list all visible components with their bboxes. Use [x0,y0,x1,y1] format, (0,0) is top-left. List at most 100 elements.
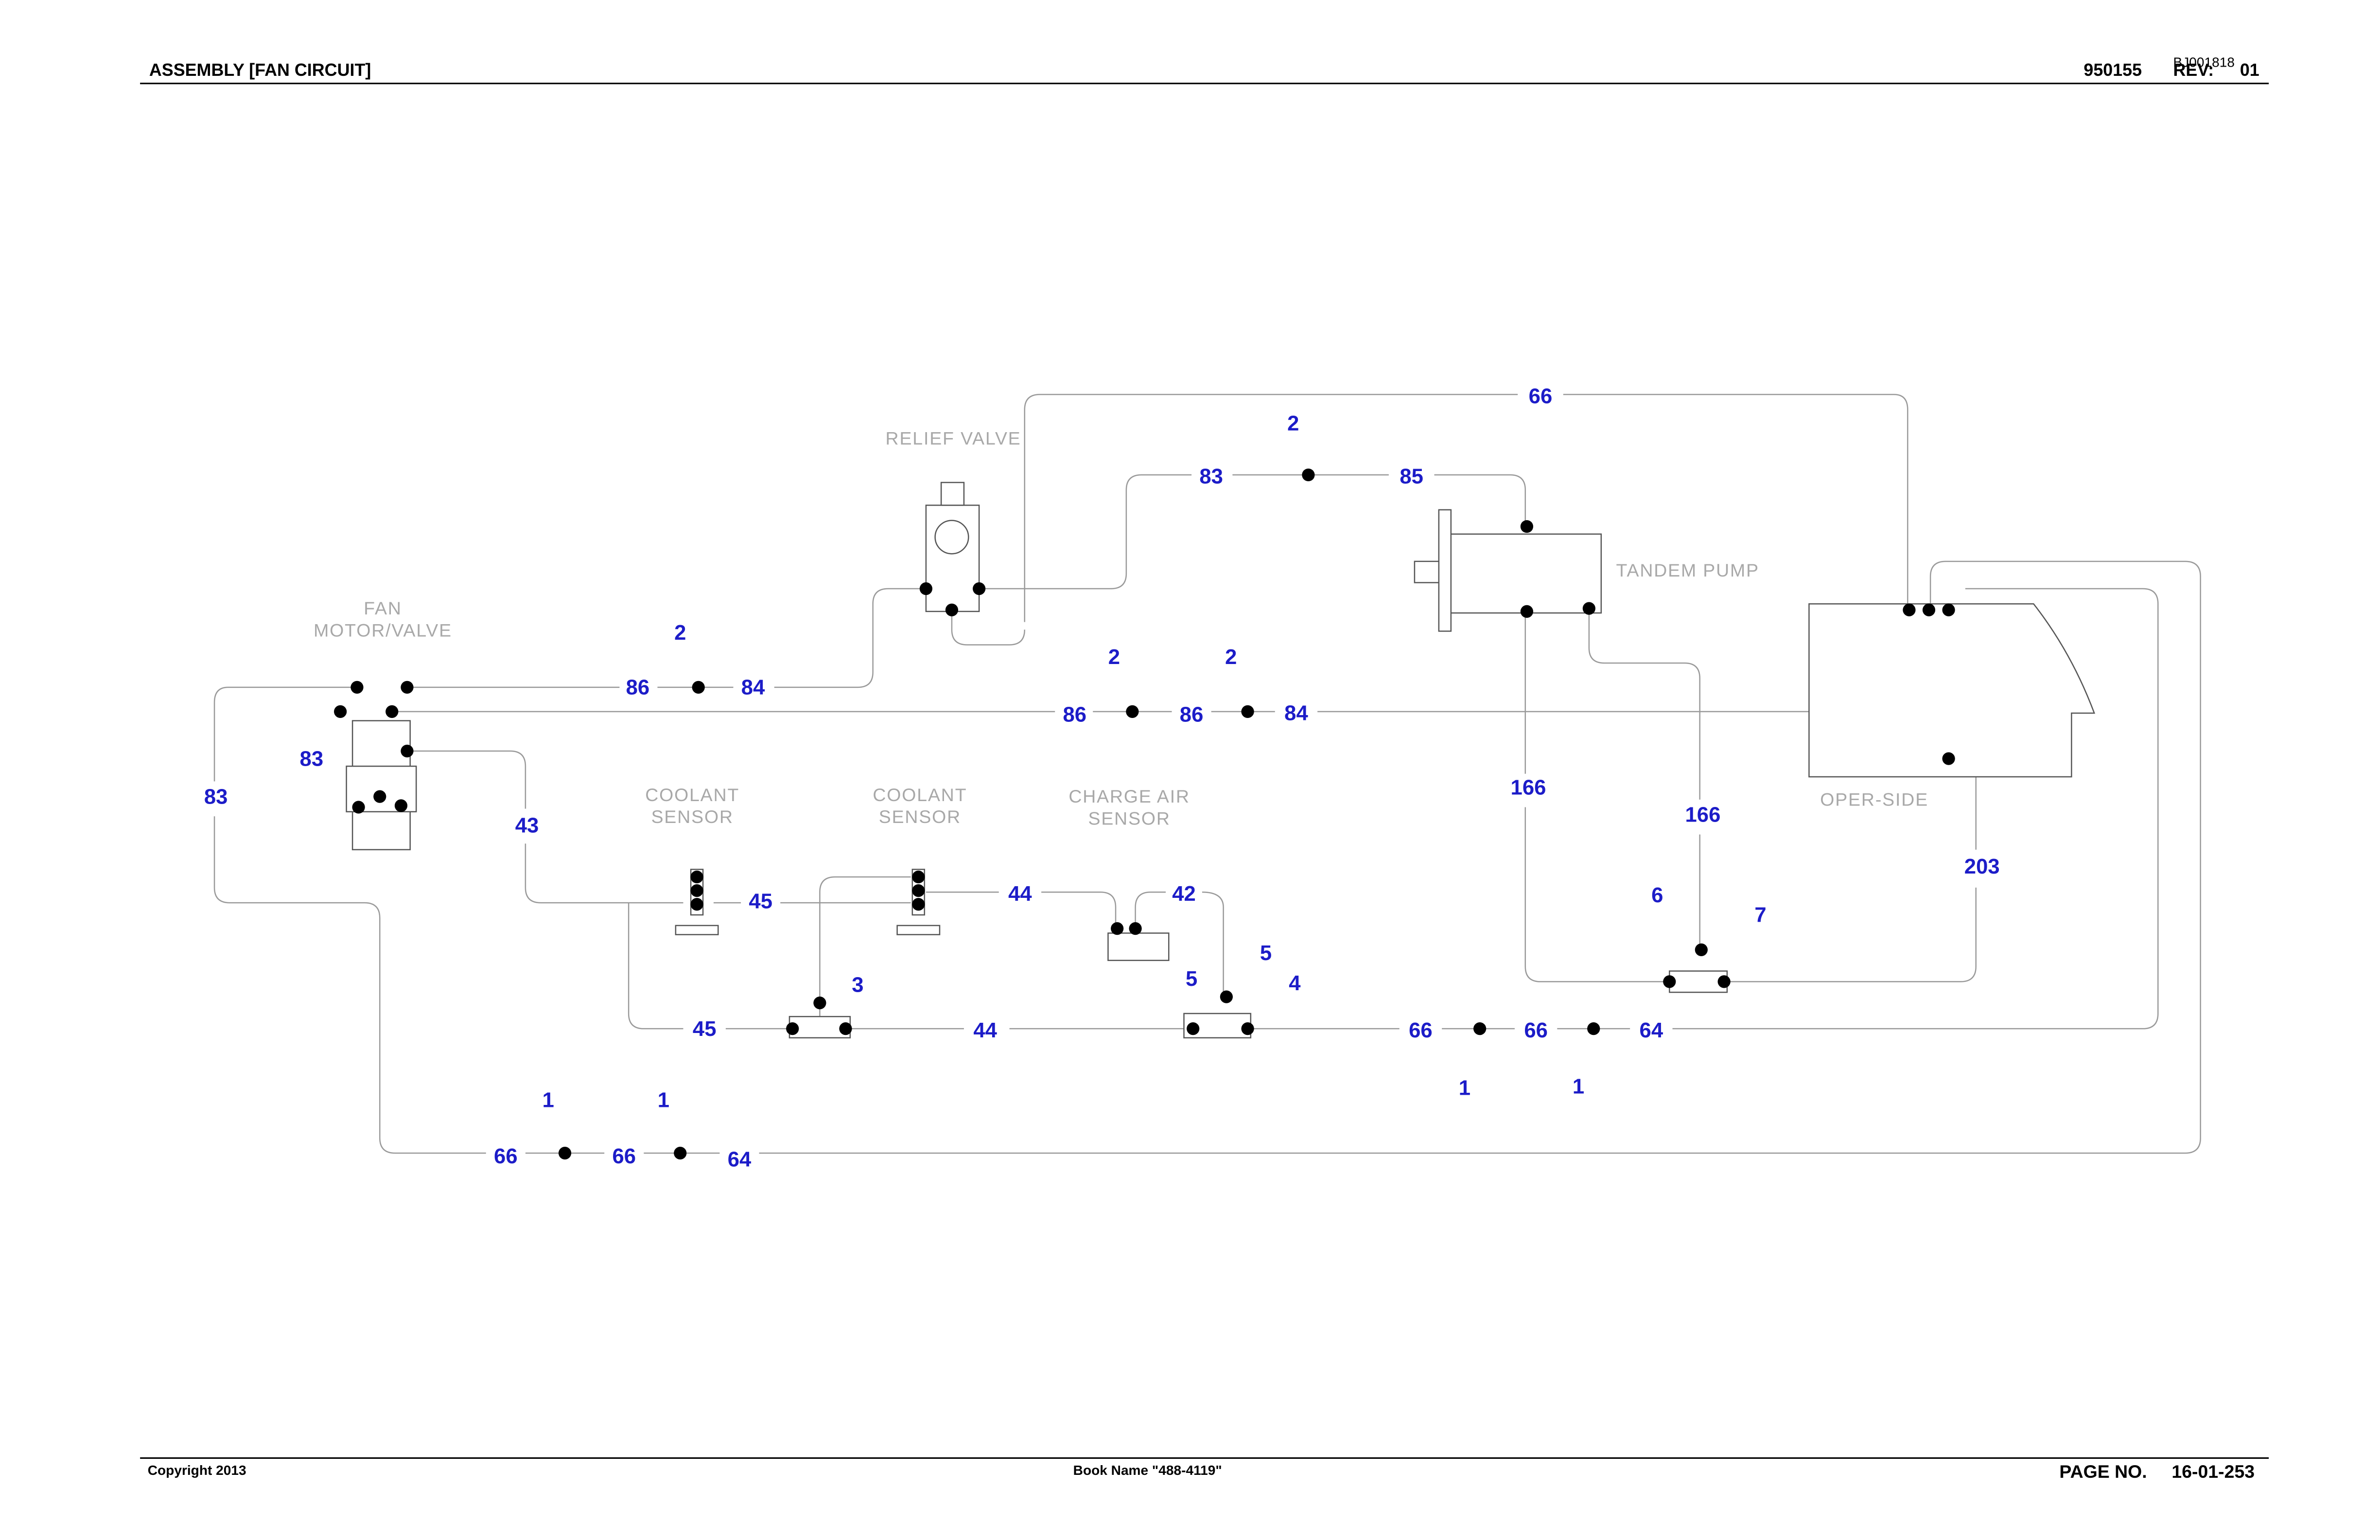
callout: 6 [1651,883,1663,907]
fitting-dot [352,801,365,814]
fitting-dot [690,884,703,897]
callout: 83 [300,747,324,770]
component-label: OPER-SIDE [1820,789,1928,809]
fitting-dot [1582,602,1595,615]
fitting-dot [1126,705,1139,718]
fitting-dot [813,996,826,1010]
callout: 43 [515,814,539,838]
fittings [334,468,1955,1160]
callout: 2 [1225,645,1237,669]
labels: RELIEF VALVEFANMOTOR/VALVECOOLANTSENSORC… [204,384,2000,1171]
callout: 166 [1685,803,1721,827]
coolant-sensor-1-base [675,925,719,935]
callout: 83 [204,785,228,808]
fitting-dot [919,582,933,595]
callout: 5 [1260,941,1272,965]
hose [213,686,720,1154]
fitting-dot [401,681,414,694]
callout: 66 [1524,1018,1548,1042]
component-label: COOLANT [873,785,967,805]
relief-valve-cap [940,482,965,506]
callout: 44 [1008,882,1032,906]
fitting-dot [334,705,347,718]
fitting-dot [373,790,386,803]
callout: 83 [1199,465,1223,489]
callout: 3 [852,973,863,997]
hose [1024,394,1908,622]
revision: 01 [2240,60,2259,80]
copyright: Copyright 2013 [148,1463,246,1478]
relief-valve-port [934,520,969,555]
fitting-dot [973,582,986,595]
charge-air-sensor [1107,932,1170,961]
tandem-pump-flange [1438,509,1452,632]
callout: 64 [728,1147,752,1171]
coolant-sensor-2-base [896,925,941,935]
fitting-dot [401,744,414,758]
callout: 1 [1573,1074,1584,1098]
callout: 4 [1289,971,1301,995]
fitting-dot [1220,990,1233,1003]
callout: 86 [1063,703,1086,727]
callout: 66 [1409,1018,1433,1042]
component-label: FAN [364,598,402,618]
callout: 2 [674,621,686,645]
component-label: SENSOR [651,806,734,827]
fitting-dot [1129,922,1142,935]
fitting-dot [690,898,703,911]
tandem-pump-body [1449,533,1602,614]
fitting-dot [1241,1022,1254,1035]
fitting-dot [385,705,399,718]
fitting-dot [690,870,703,884]
fitting-dot [912,884,925,897]
callout: 5 [1186,967,1197,991]
fitting-dot [1717,975,1731,988]
component-label: MOTOR/VALVE [314,620,452,640]
callout: 85 [1400,465,1423,489]
callout: 86 [1180,703,1204,727]
hose [774,588,926,688]
fitting-dot [1187,1022,1200,1035]
callout: 166 [1511,776,1546,800]
fitting-dot [1942,603,1955,616]
callout: 45 [693,1017,717,1041]
callout: 84 [1284,701,1308,725]
fitting-dot [912,898,925,911]
part-number: 950155 [2083,60,2142,80]
callout: 1 [658,1088,669,1112]
fitting-dot [1922,603,1936,616]
hose [951,610,1026,646]
component-label: CHARGE AIR [1068,786,1190,806]
fitting-dot [558,1146,572,1160]
callout: 2 [1287,411,1299,435]
callout: 2 [1108,645,1120,669]
fitting-dot [350,681,364,694]
callout: 64 [1640,1018,1663,1042]
hoses [213,394,2201,1154]
callout: 1 [1459,1076,1470,1100]
fitting-dot [1695,943,1708,956]
page-label: PAGE NO. [2059,1461,2147,1482]
fitting-dot [1942,752,1955,765]
component-label: COOLANT [645,785,739,805]
callout: 45 [749,890,772,913]
fitting-dot [945,603,959,616]
callout: 66 [1529,384,1553,408]
fitting-dot [692,681,705,694]
fitting-dot [839,1022,852,1035]
component-label: SENSOR [1088,808,1170,828]
callout: 42 [1172,882,1196,906]
fitting-dot [1473,1022,1487,1035]
fitting-dot [394,799,408,812]
revision-label: REV: [2173,60,2214,80]
hose [819,876,1117,1029]
callout: 1 [542,1088,554,1112]
fitting-dot [1520,605,1534,618]
fitting-dot [1903,603,1916,616]
title: ASSEMBLY [FAN CIRCUIT] [149,60,371,80]
hose [1524,614,1670,982]
component-label: SENSOR [879,806,961,827]
component-label: TANDEM PUMP [1616,560,1759,580]
